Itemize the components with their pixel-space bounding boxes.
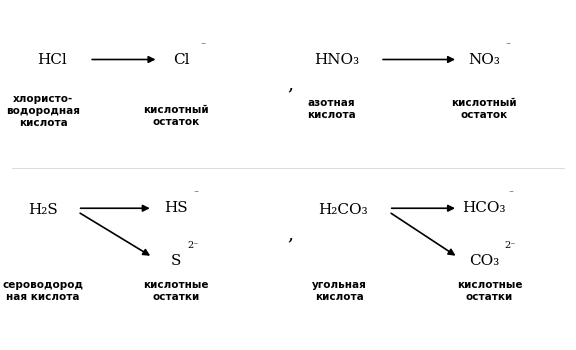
Text: HCl: HCl — [37, 52, 67, 66]
Text: хлористо-
водородная
кислота: хлористо- водородная кислота — [6, 94, 80, 128]
Text: Cl: Cl — [173, 52, 190, 66]
Text: сероводород
ная кислота: сероводород ная кислота — [3, 280, 84, 302]
Text: HCO₃: HCO₃ — [462, 201, 506, 215]
Text: ⁻: ⁻ — [193, 190, 198, 199]
Text: ⁻: ⁻ — [508, 190, 513, 199]
Text: HNO₃: HNO₃ — [314, 52, 359, 66]
Text: CO₃: CO₃ — [469, 254, 499, 268]
Text: HS: HS — [164, 201, 188, 215]
Text: ⁻: ⁻ — [200, 41, 205, 50]
Text: ,: , — [288, 75, 294, 93]
Text: кислотный
остаток: кислотный остаток — [143, 105, 209, 127]
Text: азотная
кислота: азотная кислота — [307, 98, 355, 120]
Text: кислотный
остаток: кислотный остаток — [451, 98, 517, 120]
Text: ⁻: ⁻ — [506, 41, 511, 50]
Text: S: S — [170, 254, 181, 268]
Text: H₂CO₃: H₂CO₃ — [318, 203, 367, 217]
Text: 2⁻: 2⁻ — [504, 240, 516, 250]
Text: кислотные
остатки: кислотные остатки — [143, 280, 209, 302]
Text: NO₃: NO₃ — [468, 52, 500, 66]
Text: угольная
кислота: угольная кислота — [312, 280, 367, 302]
Text: 2⁻: 2⁻ — [187, 240, 199, 250]
Text: H₂S: H₂S — [28, 203, 58, 217]
Text: ,: , — [288, 225, 294, 244]
Text: кислотные
остатки: кислотные остатки — [457, 280, 522, 302]
